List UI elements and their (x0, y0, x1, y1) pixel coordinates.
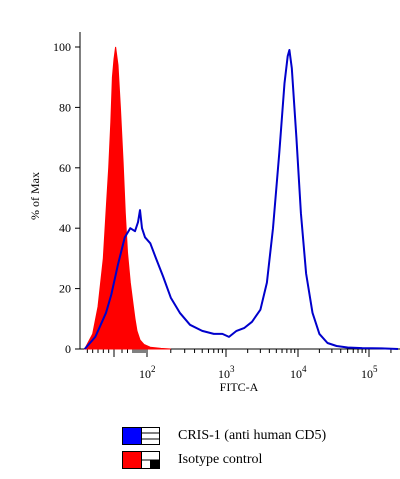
x-tick-label: 105 (361, 364, 378, 381)
legend: CRIS-1 (anti human CD5) Isotype control (122, 424, 326, 472)
x-axis-title: FITC-A (220, 380, 259, 394)
plot-area: 0 20 40 60 80 100 102 103 104 105 (53, 32, 400, 381)
x-tick-label: 102 (139, 364, 156, 381)
y-tick-label: 0 (65, 342, 71, 356)
series-isotype-control-area (83, 46, 171, 350)
y-tick-label: 20 (59, 282, 71, 296)
x-tick-label: 104 (290, 364, 307, 381)
series-cris1-line (83, 49, 399, 350)
legend-item-cris1: CRIS-1 (anti human CD5) (122, 424, 326, 448)
legend-label-isotype: Isotype control (178, 452, 263, 467)
legend-label-cris1: CRIS-1 (anti human CD5) (178, 428, 327, 443)
y-axis-title: % of Max (28, 172, 42, 220)
y-tick-label: 40 (59, 221, 71, 235)
legend-swatch-red-icon (122, 451, 160, 469)
y-tick-label: 80 (59, 100, 71, 114)
y-tick-label: 60 (59, 161, 71, 175)
legend-item-isotype: Isotype control (122, 448, 326, 472)
x-tick-label: 103 (218, 364, 235, 381)
y-tick-label: 100 (53, 40, 71, 54)
legend-swatch-blue-icon (122, 427, 160, 445)
